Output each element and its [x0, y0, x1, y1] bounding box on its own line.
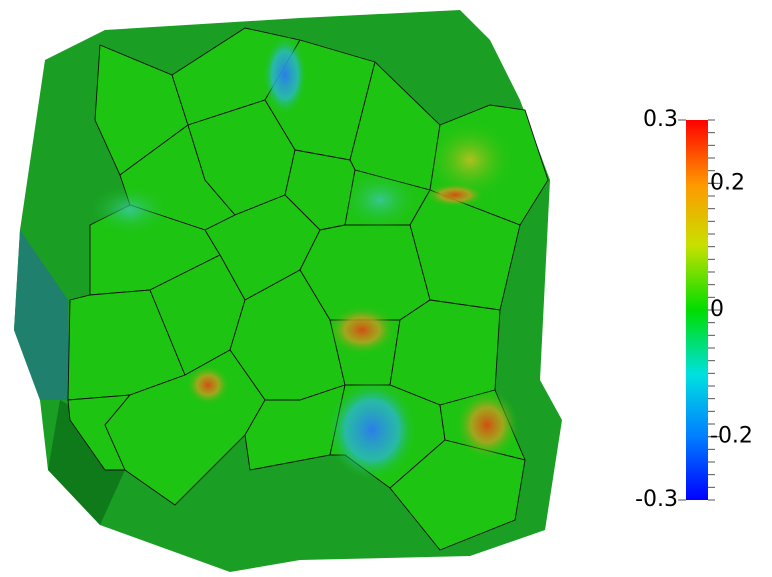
- colorbar: [686, 120, 708, 500]
- tick-label: 0.2: [710, 170, 745, 195]
- tick-label: 0: [710, 297, 724, 322]
- tick-label: 0.3: [643, 107, 678, 132]
- grain-render: [14, 10, 562, 572]
- tick-label: -0.3: [635, 487, 678, 512]
- colorbar-ticks: 0.3 0.2 0 -0.2 -0.3: [635, 107, 753, 512]
- tick-label: -0.2: [710, 424, 753, 449]
